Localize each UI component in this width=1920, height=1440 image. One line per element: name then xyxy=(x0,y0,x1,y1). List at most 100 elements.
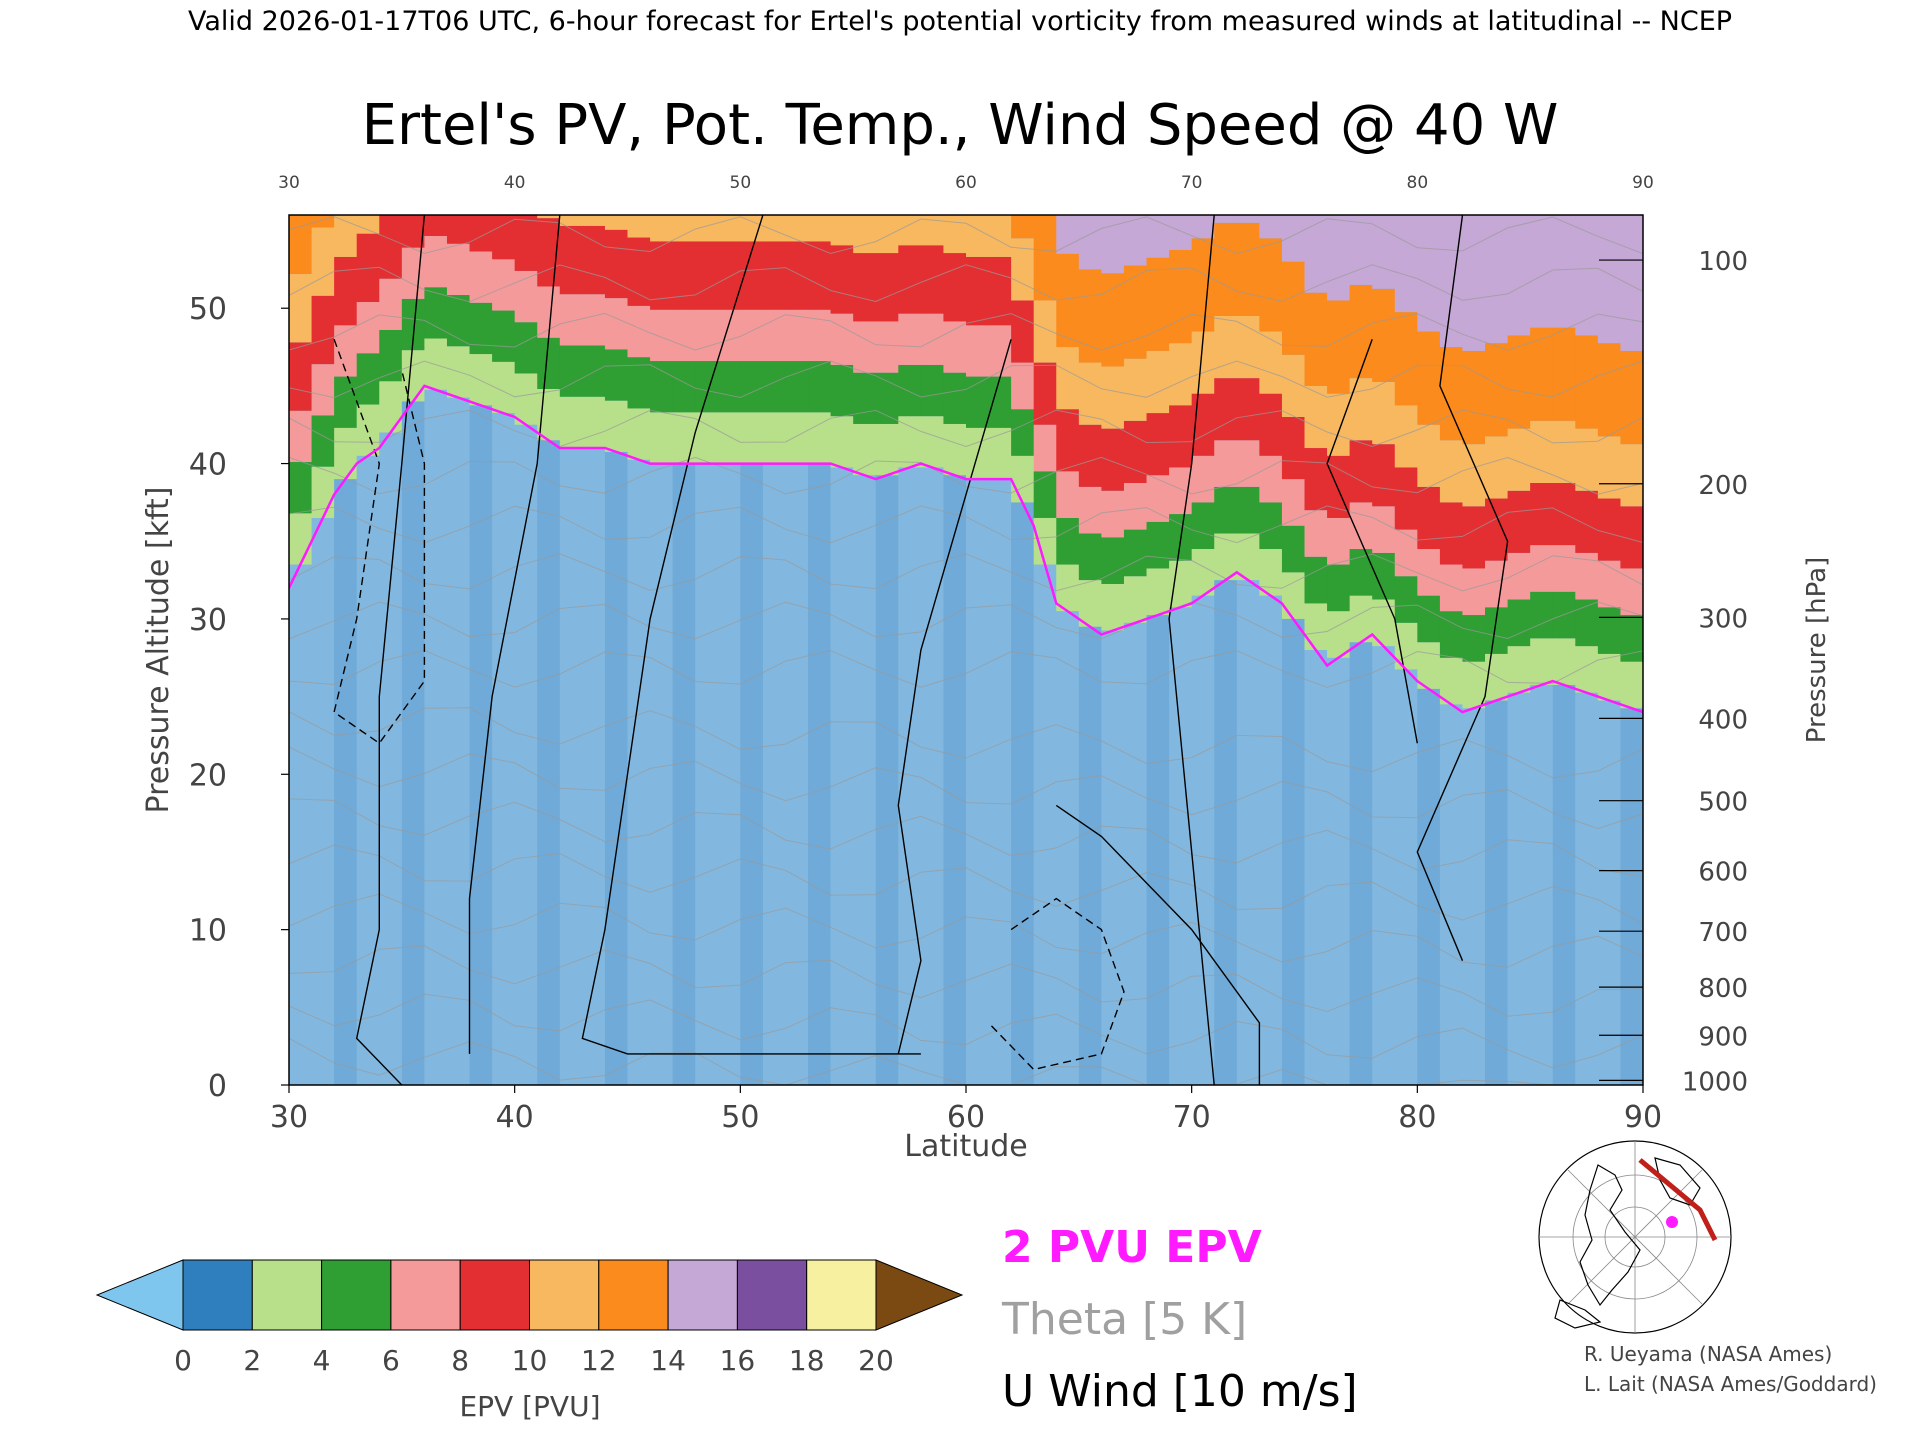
pv-cell-strat xyxy=(1214,440,1238,487)
pv-cell-strat xyxy=(1191,502,1215,550)
pv-cell-strat xyxy=(672,361,696,413)
pv-cell-strat xyxy=(1169,215,1193,250)
pv-cell-strat xyxy=(1394,529,1418,577)
pv-cell-strat xyxy=(1372,382,1396,445)
pv-cell-strat xyxy=(1462,215,1486,351)
pv-cell-strat xyxy=(717,361,741,413)
pv-cell-trop xyxy=(762,463,787,1085)
pv-cell-strat xyxy=(1101,366,1125,429)
pv-cell-trop xyxy=(469,405,493,1085)
pv-cell-strat xyxy=(717,241,741,310)
pv-cell-strat xyxy=(559,294,583,346)
pv-cell-strat xyxy=(1078,580,1102,627)
pv-cell-strat xyxy=(1372,552,1396,600)
pv-cell-strat xyxy=(514,270,538,323)
pv-cell-strat xyxy=(1462,506,1486,569)
pv-cell-trop xyxy=(740,463,764,1085)
pv-cell-strat xyxy=(1417,549,1441,596)
pv-cell-strat xyxy=(808,309,832,362)
pv-cell-trop xyxy=(1191,595,1215,1085)
pv-cell-trop xyxy=(1507,692,1531,1085)
pv-cell-strat xyxy=(898,245,922,314)
pv-cell-strat xyxy=(401,215,425,248)
pv-cell-strat xyxy=(966,325,990,377)
pv-cell-strat xyxy=(334,215,358,257)
pv-cell-strat xyxy=(1191,331,1215,394)
pv-cell-strat xyxy=(1485,607,1509,654)
pv-cell-strat xyxy=(650,215,674,242)
pv-cell-strat xyxy=(379,215,403,279)
x-axis-top: 30 40 50 60 70 80 90 xyxy=(278,173,1654,193)
pv-cell-strat xyxy=(1597,436,1622,499)
pv-cell-strat xyxy=(492,215,516,260)
pv-cell-strat xyxy=(1349,549,1373,596)
theta-contour xyxy=(289,844,1643,925)
theta-contour xyxy=(289,216,1643,255)
pv-cell-trop xyxy=(650,463,674,1085)
pv-cell-strat xyxy=(356,215,380,234)
pv-cell-strat xyxy=(943,253,967,322)
theta-contour xyxy=(289,553,1643,592)
pv-cell-trop xyxy=(1056,611,1080,1085)
pv-cell-strat xyxy=(695,361,719,413)
x-tick-label: 40 xyxy=(496,1100,534,1135)
x-top-tick-label: 60 xyxy=(955,173,977,193)
colorbar-segment xyxy=(321,1259,392,1331)
pv-cell-strat xyxy=(1485,215,1509,344)
pv-cell-strat xyxy=(1439,564,1464,612)
theta-contour xyxy=(289,893,1643,968)
pv-cell-strat xyxy=(1011,362,1035,410)
pressure-tick-label: 800 xyxy=(1698,974,1748,1004)
pv-cell-strat xyxy=(311,227,335,296)
pv-cell-strat xyxy=(582,225,606,295)
pv-cell-strat xyxy=(1462,350,1486,445)
pv-cell-strat xyxy=(1372,444,1396,507)
pv-cell-strat xyxy=(717,412,741,464)
pv-cell-strat xyxy=(1304,385,1328,449)
theta-contour xyxy=(289,264,1643,303)
theta-contour xyxy=(289,312,1643,351)
pv-cell-strat xyxy=(1236,533,1260,581)
pv-cell-strat xyxy=(492,310,516,362)
pv-cell-strat xyxy=(920,416,945,468)
pv-cell-strat xyxy=(1597,215,1622,344)
pv-cell-strat xyxy=(1011,455,1035,503)
pv-cell-strat xyxy=(401,247,425,299)
x-top-tick-label: 70 xyxy=(1181,173,1203,193)
pv-cell-trop xyxy=(1281,618,1306,1085)
pv-cell-strat xyxy=(514,215,538,271)
pv-cell-strat xyxy=(1033,215,1057,301)
pv-cell-strat xyxy=(1530,327,1554,421)
wind-contour xyxy=(468,215,561,1054)
pv-cell-strat xyxy=(808,361,832,413)
pressure-tick-label: 500 xyxy=(1698,788,1748,818)
pv-cell-strat xyxy=(289,215,313,275)
theta-contour xyxy=(289,945,1643,1017)
pv-cell-strat xyxy=(1259,331,1283,394)
wind-contour xyxy=(1326,339,1418,744)
pv-cell-strat xyxy=(1123,358,1148,421)
pv-cell-strat xyxy=(717,215,741,242)
wind-contours xyxy=(333,215,1509,1085)
y-axis-title-left: Pressure Altitude [kft] xyxy=(141,487,176,814)
pv-cell-strat xyxy=(943,215,967,254)
pv-cell-strat xyxy=(1281,215,1306,262)
pv-cell-strat xyxy=(898,416,922,468)
map-inset xyxy=(1538,1140,1732,1334)
pv-cell-strat xyxy=(537,215,561,219)
pv-cell-strat xyxy=(1169,405,1193,468)
pv-cell-strat xyxy=(672,241,696,310)
pv-cell-strat xyxy=(1349,502,1373,550)
pv-cell-strat xyxy=(650,361,674,413)
pv-cell-strat xyxy=(1394,467,1418,530)
pv-cell-trop xyxy=(1462,708,1486,1085)
y-axis-left: 0 10 20 30 40 50 xyxy=(189,292,289,1104)
pv-cell-strat xyxy=(1078,362,1102,425)
pv-cell-strat xyxy=(469,215,493,252)
pv-cell-strat xyxy=(966,215,990,257)
pv-cell-strat xyxy=(988,376,1012,428)
pv-cell-strat xyxy=(1123,265,1148,359)
pv-cell-trop xyxy=(1011,502,1035,1085)
pv-cell-strat xyxy=(672,309,696,362)
pv-cell-trop xyxy=(446,397,471,1085)
